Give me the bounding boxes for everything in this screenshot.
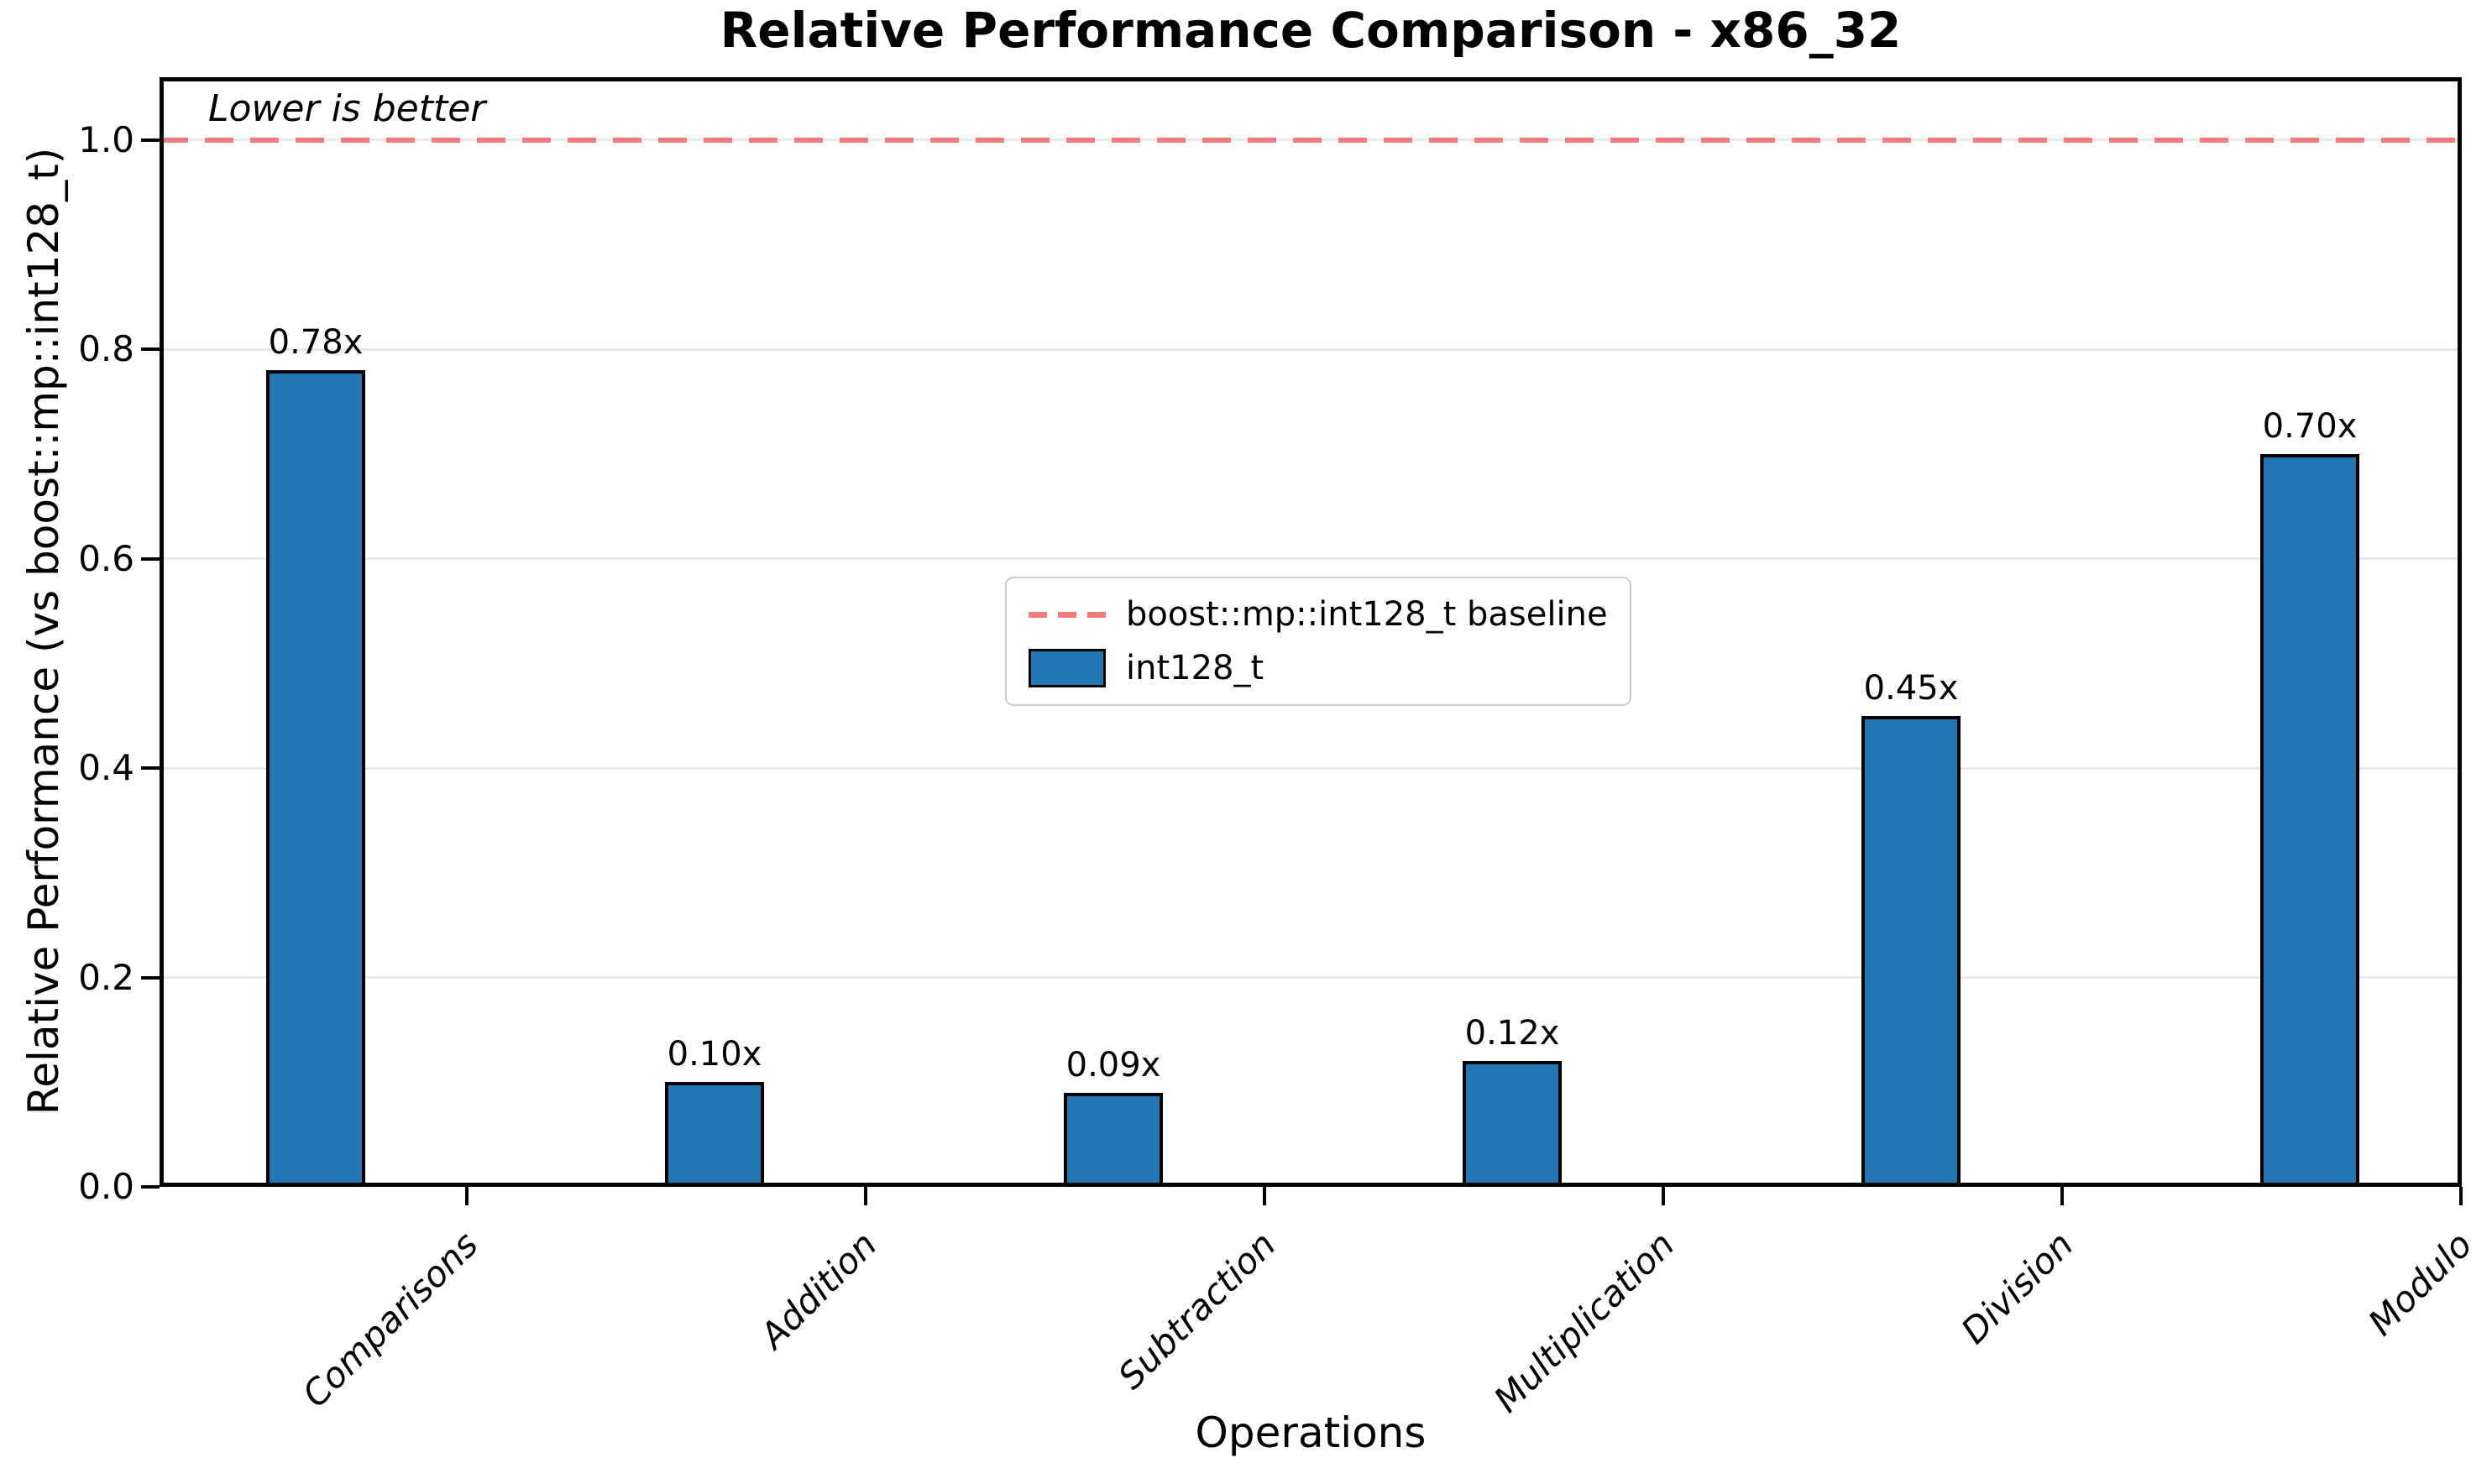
gridline-0.2 xyxy=(160,976,2462,980)
y-tick-mark-0.8 xyxy=(141,347,160,352)
x-tick-mark-addition xyxy=(864,1187,867,1205)
bar-subtraction xyxy=(1064,1092,1163,1187)
bar-value-label-comparisons: 0.78x xyxy=(268,323,364,363)
y-tick-mark-0.0 xyxy=(141,1185,160,1189)
x-tick-mark-comparisons xyxy=(465,1187,469,1205)
bar-value-label-addition: 0.10x xyxy=(667,1035,762,1074)
x-tick-label-addition: Addition xyxy=(751,1224,885,1356)
x-tick-mark-multiplication xyxy=(1662,1187,1665,1205)
baseline-dashed-line xyxy=(160,137,2462,143)
legend-entry-baseline: boost::mp::int128_t baseline xyxy=(1029,595,1608,634)
x-tick-label-division: Division xyxy=(1953,1224,2081,1352)
x-tick-mark-subtraction xyxy=(1263,1187,1266,1205)
y-tick-mark-1.0 xyxy=(141,138,160,142)
y-tick-label-0.2: 0.2 xyxy=(78,956,134,998)
x-tick-label-modulo: Modulo xyxy=(2360,1224,2480,1344)
gridline-0.6 xyxy=(160,557,2462,561)
bar-value-label-subtraction: 0.09x xyxy=(1065,1045,1161,1084)
x-axis-label: Operations xyxy=(1195,1408,1427,1457)
y-tick-label-0.8: 0.8 xyxy=(78,328,134,370)
legend-entry-int128: int128_t xyxy=(1029,649,1608,687)
y-axis-label: Relative Performance (vs boost::mp::int1… xyxy=(19,147,68,1116)
gridline-0.8 xyxy=(160,347,2462,351)
lower-is-better-annotation: Lower is better xyxy=(208,87,486,130)
baseline-dashed-line-swatch xyxy=(1029,611,1106,618)
y-tick-label-0.4: 0.4 xyxy=(78,747,134,789)
bar-value-label-modulo: 0.70x xyxy=(2262,406,2358,446)
y-tick-label-1.0: 1.0 xyxy=(78,118,134,160)
legend-int128-label: int128_t xyxy=(1126,649,1264,687)
y-tick-label-0.6: 0.6 xyxy=(78,537,134,579)
x-tick-mark-division xyxy=(2060,1187,2064,1205)
x-tick-label-comparisons: Comparisons xyxy=(294,1224,486,1415)
bar-addition xyxy=(665,1082,764,1187)
bar-comparisons xyxy=(266,370,365,1187)
bar-modulo xyxy=(2260,453,2359,1187)
plot-area: 0.78x 0.10x 0.09x 0.12x 0.45x 0.70x xyxy=(160,77,2462,1187)
x-tick-label-multiplication: Multiplication xyxy=(1485,1224,1683,1421)
y-tick-mark-0.2 xyxy=(141,975,160,980)
int128-bar-swatch xyxy=(1029,649,1106,687)
bar-value-label-multiplication: 0.12x xyxy=(1464,1014,1560,1053)
y-tick-mark-0.4 xyxy=(141,766,160,771)
y-tick-mark-0.6 xyxy=(141,556,160,561)
bar-value-label-division: 0.45x xyxy=(1863,668,1959,708)
bar-division xyxy=(1861,715,1961,1187)
chart-title: Relative Performance Comparison - x86_32 xyxy=(720,2,1902,59)
gridline-0.4 xyxy=(160,766,2462,770)
bar-multiplication xyxy=(1463,1061,1562,1187)
x-tick-mark-modulo xyxy=(2459,1187,2463,1205)
legend: boost::mp::int128_t baseline int128_t xyxy=(1005,577,1631,706)
x-tick-label-subtraction: Subtraction xyxy=(1110,1224,1284,1398)
y-tick-label-0.0: 0.0 xyxy=(78,1166,134,1207)
legend-baseline-label: boost::mp::int128_t baseline xyxy=(1126,595,1608,634)
